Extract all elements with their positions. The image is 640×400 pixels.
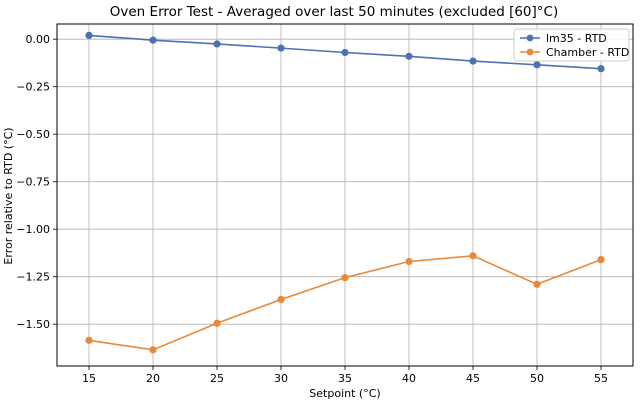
x-axis-label: Setpoint (°C) <box>309 387 380 400</box>
x-tick-label: 30 <box>274 372 288 385</box>
legend-marker <box>526 48 534 56</box>
legend-label: lm35 - RTD <box>546 32 607 45</box>
x-tick-label: 40 <box>402 372 416 385</box>
y-tick-label: −0.75 <box>16 176 50 189</box>
data-point[interactable] <box>341 48 349 57</box>
data-point[interactable] <box>277 295 285 304</box>
x-tick-label: 15 <box>82 372 96 385</box>
y-tick-label: −1.50 <box>16 318 50 331</box>
y-axis-label: Error relative to RTD (°C) <box>2 127 15 264</box>
series-chamber-rtd <box>85 252 605 354</box>
data-point[interactable] <box>405 52 413 60</box>
data-point[interactable] <box>277 44 285 52</box>
y-tick-label: 0.00 <box>26 33 51 46</box>
data-point[interactable] <box>149 346 157 354</box>
data-point[interactable] <box>469 252 477 260</box>
x-tick-label: 20 <box>146 372 160 385</box>
x-tick-label: 35 <box>338 372 352 385</box>
data-point[interactable] <box>533 61 541 69</box>
data-point[interactable] <box>597 256 605 264</box>
legend-item[interactable]: lm35 - RTD <box>520 32 607 45</box>
legend-marker <box>526 34 534 42</box>
legend-box <box>513 28 630 62</box>
x-tick-label: 45 <box>466 372 480 385</box>
legend-label: Chamber - RTD <box>546 46 629 59</box>
x-axis: 15 20 25 30 35 40 45 50 55 <box>82 366 608 385</box>
data-point[interactable] <box>341 274 349 282</box>
data-point[interactable] <box>85 336 93 344</box>
x-tick-label: 25 <box>210 372 224 385</box>
grid <box>57 24 633 366</box>
series-lm35-rtd <box>85 31 605 73</box>
y-tick-label: −1.25 <box>16 271 50 284</box>
data-point[interactable] <box>469 57 477 65</box>
data-point[interactable] <box>405 257 413 266</box>
data-point[interactable] <box>149 36 157 44</box>
y-tick-label: −0.25 <box>16 81 50 94</box>
chart-title: Oven Error Test - Averaged over last 50 … <box>110 4 558 20</box>
x-tick-label: 55 <box>594 372 608 385</box>
x-tick-label: 50 <box>530 372 544 385</box>
legend-item[interactable]: Chamber - RTD <box>520 46 629 59</box>
series-layer <box>85 31 605 354</box>
data-point[interactable] <box>597 65 605 73</box>
data-point[interactable] <box>533 280 541 288</box>
y-tick-label: −1.00 <box>16 223 50 236</box>
y-axis: 0.00 −0.25 −0.50 −0.75 −1.00 −1.25 −1.50 <box>16 33 57 331</box>
data-point[interactable] <box>213 319 221 327</box>
data-point[interactable] <box>213 40 221 48</box>
y-tick-label: −0.50 <box>16 128 50 141</box>
data-point[interactable] <box>85 31 93 39</box>
